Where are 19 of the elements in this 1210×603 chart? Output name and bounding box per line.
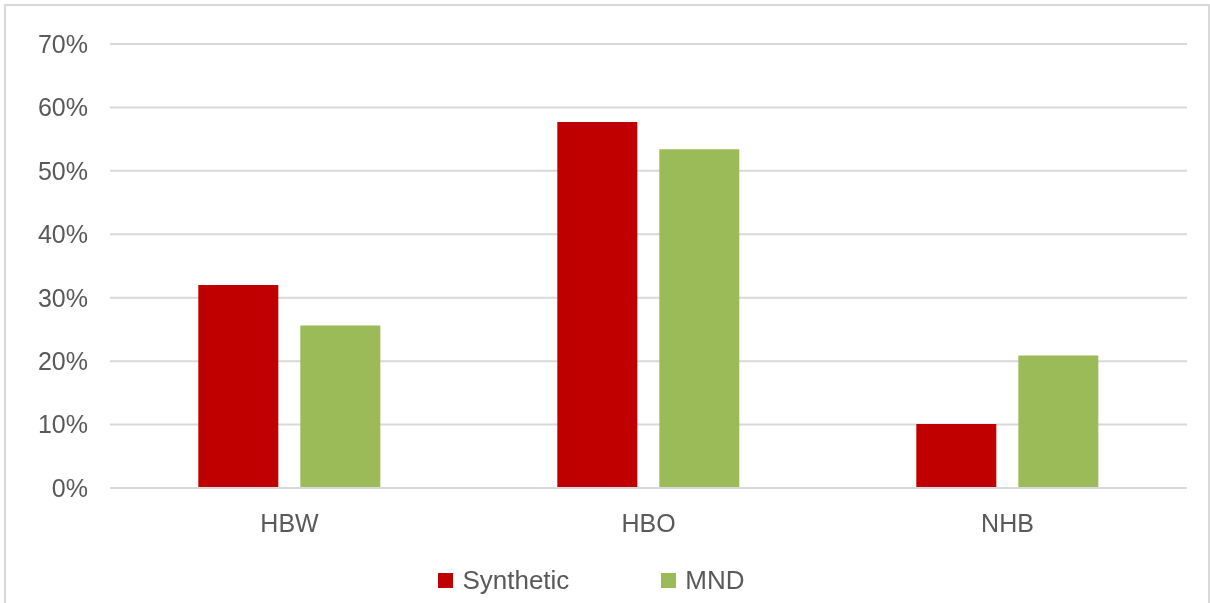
bar [300, 325, 381, 488]
y-tick-label: 30% [37, 283, 88, 312]
y-tick-label: 20% [37, 347, 88, 376]
bar [557, 122, 638, 488]
x-tick-label: HBO [621, 508, 676, 537]
y-tick-label: 50% [37, 156, 88, 185]
bar [916, 423, 997, 488]
x-tick-label: NHB [981, 508, 1034, 537]
y-tick-label: 60% [37, 93, 88, 122]
y-tick-label: 70% [37, 29, 88, 58]
bar [1018, 355, 1099, 488]
legend-label: MND [685, 565, 745, 596]
bar [198, 285, 279, 488]
legend-label: Synthetic [462, 565, 570, 596]
y-tick-label: 40% [37, 220, 88, 249]
y-tick-label: 0% [51, 473, 88, 502]
x-tick-label: HBW [260, 508, 320, 537]
bar [659, 149, 740, 488]
y-tick-label: 10% [37, 410, 88, 439]
